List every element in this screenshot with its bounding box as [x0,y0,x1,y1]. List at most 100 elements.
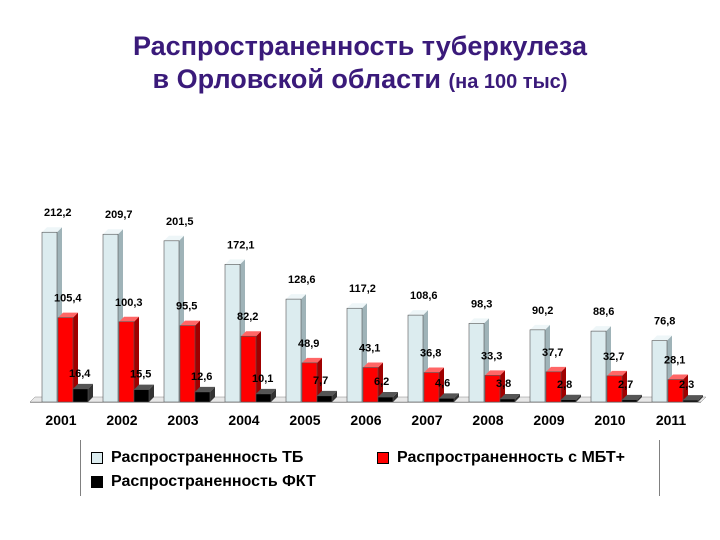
bar-top-0-2002 [103,229,123,235]
data-label-2-2008: 3,8 [496,378,511,390]
bar-side-2-2007 [454,393,459,402]
legend-item-tb: Распространенность ТБ [91,449,303,467]
bar-0-2007 [407,314,424,403]
data-label-2-2010: 2,7 [618,379,633,391]
bar-2-2003 [194,391,211,403]
legend-label-mbt: Распространенность с МБТ+ [397,449,626,466]
bar-1-2003 [179,325,196,403]
bar-top-2-2002 [134,384,154,390]
bar-top-1-2009 [546,366,566,372]
bar-side-1-2005 [317,357,322,402]
bar-side-2-2011 [698,395,703,402]
bar-side-2-2003 [210,386,215,402]
data-label-0-2009: 90,2 [532,305,553,317]
legend-swatch-fkt [91,476,103,488]
x-tick-2003: 2003 [167,412,198,428]
data-label-1-2008: 33,3 [481,350,502,362]
data-label-2-2001: 16,4 [69,368,91,380]
bar-side-1-2004 [256,331,261,402]
bar-top-1-2008 [485,370,505,376]
x-tick-2005: 2005 [289,412,320,428]
data-label-1-2009: 37,7 [542,347,563,359]
x-tick-2009: 2009 [533,412,564,428]
title-line1: Распространенность туберкулеза [133,31,587,61]
bar-side-2-2010 [637,394,642,402]
bar-1-2007 [423,372,440,403]
bar-top-2-2006 [378,392,398,398]
bar-top-1-2005 [302,357,322,363]
data-label-2-2011: 2,3 [679,379,694,391]
bar-top-0-2004 [225,259,245,265]
legend-swatch-tb [91,452,103,464]
x-tick-2011: 2011 [656,412,687,428]
bar-top-0-2001 [42,227,62,233]
data-label-0-2007: 108,6 [410,290,438,302]
bar-2-2007 [438,398,455,403]
bar-top-0-2009 [530,324,550,330]
x-tick-2010: 2010 [594,412,625,428]
bar-top-2-2010 [622,394,642,400]
bar-side-1-2011 [683,374,688,402]
data-label-1-2003: 95,5 [176,301,197,313]
bar-side-1-2009 [561,366,566,402]
bar-side-1-2006 [378,362,383,402]
data-label-1-2010: 32,7 [603,351,624,363]
bar-top-0-2011 [652,335,672,341]
bar-2-2004 [255,393,272,403]
legend-item-fkt: Распространенность ФКТ [91,473,316,491]
bar-top-0-2006 [347,303,367,309]
bar-top-1-2002 [119,316,139,322]
bar-0-2006 [346,307,363,403]
bar-top-0-2010 [591,326,611,332]
data-label-1-2001: 105,4 [54,293,82,305]
bar-0-2004 [224,264,241,403]
bar-0-2005 [285,298,302,403]
legend: Распространенность ТБ Распространенность… [80,440,660,496]
data-label-2-2003: 12,6 [191,371,212,383]
bar-top-2-2001 [73,383,93,389]
bar-side-1-2010 [622,370,627,402]
bar-top-1-2003 [180,320,200,326]
bar-side-2-2006 [393,392,398,402]
bar-1-2011 [667,379,684,403]
bar-side-1-2001 [73,312,78,402]
bar-top-0-2005 [286,294,306,300]
bar-1-2004 [240,335,257,403]
title-note: (на 100 тыс) [448,71,568,93]
bar-0-2008 [468,323,485,403]
data-label-0-2010: 88,6 [593,306,614,318]
data-label-1-2004: 82,2 [237,311,258,323]
bar-2-2002 [133,389,150,403]
bar-1-2002 [118,321,135,403]
bar-2-2006 [377,396,394,403]
data-label-2-2004: 10,1 [252,373,273,385]
bar-top-2-2008 [500,393,520,399]
bar-side-1-2002 [134,316,139,402]
legend-label-tb: Распространенность ТБ [111,449,304,466]
bar-top-2-2005 [317,390,337,396]
data-label-2-2009: 2,8 [557,379,572,391]
bar-top-2-2011 [683,395,703,401]
bar-side-1-2003 [195,320,200,402]
bar-0-2011 [651,340,668,403]
bar-top-2-2003 [195,386,215,392]
x-tick-2006: 2006 [350,412,381,428]
bar-1-2009 [545,371,562,403]
data-label-1-2006: 43,1 [359,343,380,355]
bar-top-0-2008 [469,318,489,324]
bar-side-2-2004 [271,388,276,402]
data-label-1-2011: 28,1 [664,355,685,367]
data-label-1-2005: 48,9 [298,338,319,350]
bar-0-2009 [529,329,546,403]
data-label-0-2005: 128,6 [288,274,316,286]
data-label-2-2006: 6,2 [374,376,389,388]
bar-2-2005 [316,395,333,403]
data-label-0-2003: 201,5 [166,216,194,228]
bar-top-1-2004 [241,331,261,337]
data-label-0-2004: 172,1 [227,239,255,251]
bar-side-2-2005 [332,390,337,402]
bar-1-2006 [362,367,379,403]
bar-0-2001 [41,231,58,403]
bar-side-1-2008 [500,370,505,402]
